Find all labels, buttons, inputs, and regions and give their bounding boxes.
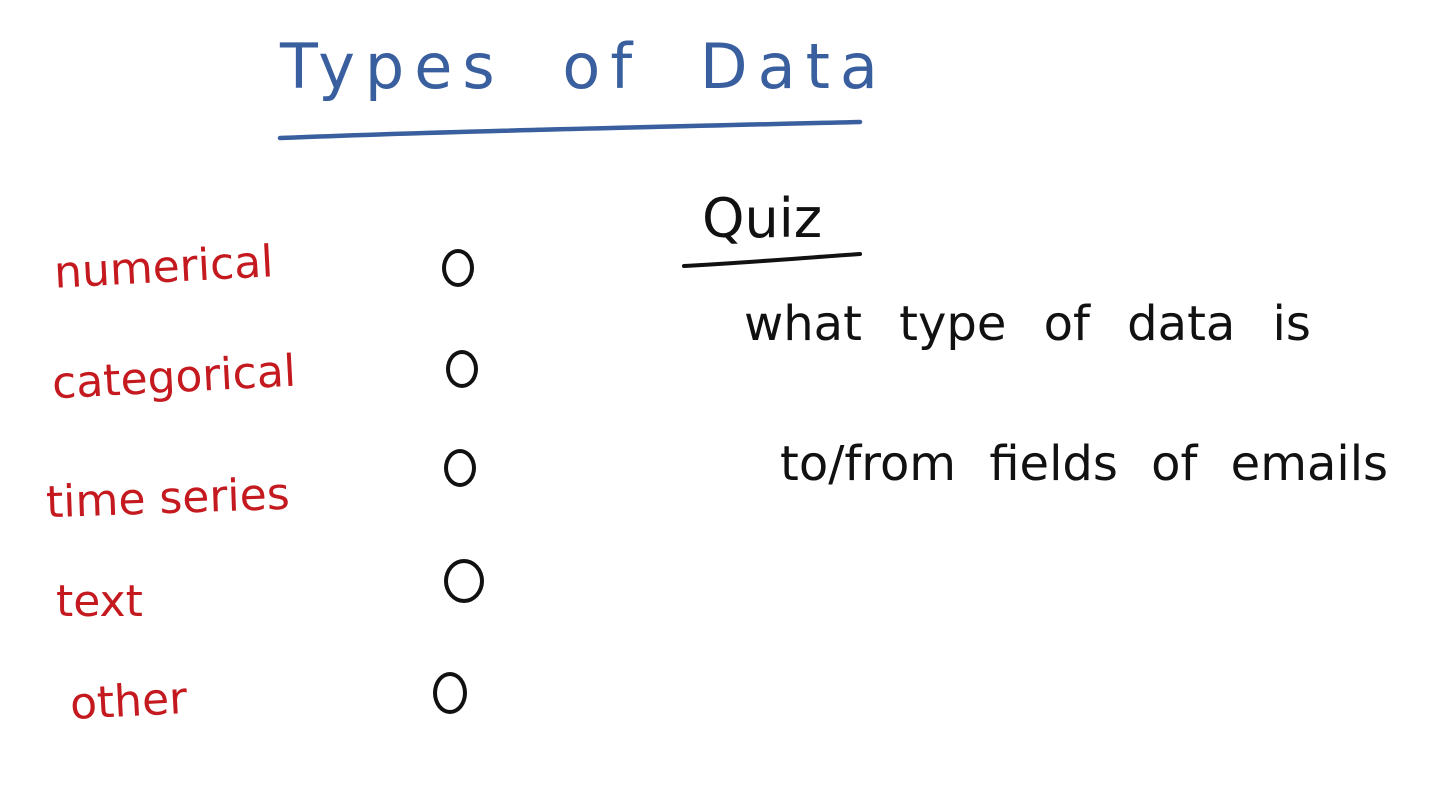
quiz-question-line-1: what type of data is bbox=[744, 296, 1311, 352]
option-label-other: other bbox=[68, 672, 189, 731]
quiz-underline bbox=[682, 252, 862, 268]
option-label-text: text bbox=[56, 576, 143, 627]
slide-title: Types of Data bbox=[280, 30, 888, 103]
radio-numerical[interactable] bbox=[442, 249, 474, 287]
option-label-categorical: categorical bbox=[50, 345, 298, 410]
option-label-numerical: numerical bbox=[52, 236, 275, 299]
radio-categorical[interactable] bbox=[446, 350, 478, 388]
radio-other[interactable] bbox=[433, 672, 467, 714]
radio-text[interactable] bbox=[444, 559, 484, 603]
quiz-heading: Quiz bbox=[702, 187, 823, 250]
title-underline-stroke bbox=[277, 119, 863, 141]
title-underline bbox=[277, 119, 863, 141]
quiz-question-line-2: to/from fields of emails bbox=[780, 436, 1389, 492]
option-label-time-series: time series bbox=[45, 468, 291, 529]
quiz-underline-stroke bbox=[682, 252, 862, 268]
radio-time-series[interactable] bbox=[444, 449, 476, 487]
